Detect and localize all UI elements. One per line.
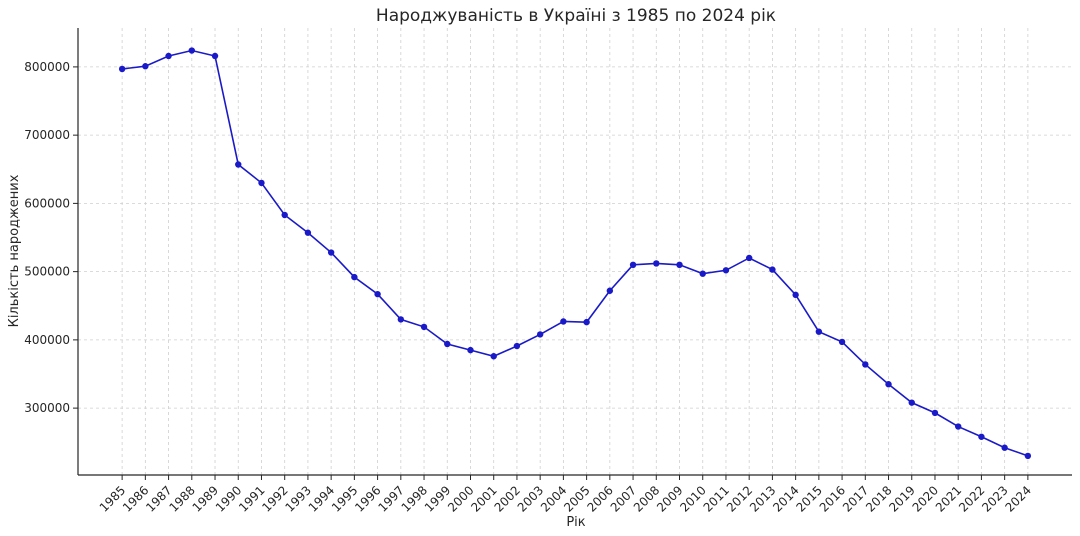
x-tick-label: 2021 <box>933 483 964 514</box>
x-tick-label: 2020 <box>910 483 941 514</box>
data-point <box>769 266 776 273</box>
x-tick-label: 1994 <box>306 483 337 514</box>
data-point <box>1001 444 1008 451</box>
data-point <box>351 273 358 281</box>
data-point <box>699 270 706 277</box>
data-point <box>513 342 521 350</box>
x-tick-label: 2016 <box>817 483 848 514</box>
y-tick-label: 700000 <box>24 128 70 142</box>
series <box>118 47 1032 460</box>
x-tick-label: 1990 <box>213 483 244 514</box>
data-point <box>745 254 753 262</box>
series-line <box>122 49 1029 457</box>
x-tick-label: 1987 <box>143 483 174 514</box>
y-tick-label: 500000 <box>24 265 70 279</box>
data-point <box>583 318 590 326</box>
grid <box>78 28 1072 475</box>
x-tick-label: 2001 <box>468 483 499 514</box>
x-tick-label: 1997 <box>375 483 406 514</box>
data-point <box>931 409 939 417</box>
data-point <box>629 261 637 269</box>
y-axis-label: Кількість народжених <box>7 174 22 327</box>
x-tick-label: 2023 <box>979 483 1010 514</box>
data-point <box>536 331 544 338</box>
data-point <box>211 52 219 60</box>
data-point <box>815 328 823 335</box>
x-tick-label: 2012 <box>724 483 755 514</box>
data-point <box>467 346 474 354</box>
data-point <box>258 179 265 187</box>
x-axis-label: Рік <box>566 515 585 530</box>
data-point <box>142 63 149 70</box>
x-tick-label: 2007 <box>608 483 639 514</box>
data-point <box>560 318 567 325</box>
x-tick-label: 2018 <box>863 483 894 514</box>
x-tick-label: 2011 <box>701 483 732 514</box>
data-point <box>327 249 335 256</box>
x-tick-label: 2004 <box>538 483 569 514</box>
x-tick-label: 2017 <box>840 483 871 514</box>
x-tick-label: 1992 <box>259 483 290 514</box>
data-point <box>908 399 915 406</box>
data-point <box>304 229 312 236</box>
x-tick-label: 2022 <box>956 483 987 514</box>
data-point <box>606 287 614 294</box>
data-point <box>444 340 451 348</box>
x-tick-label: 2006 <box>584 483 615 514</box>
x-tick-label: 1988 <box>166 483 197 514</box>
x-tick-label: 2024 <box>1002 483 1033 514</box>
x-tick-label: 2014 <box>770 483 801 514</box>
axes <box>77 28 1072 476</box>
x-tick-label: 2009 <box>654 483 685 514</box>
data-point <box>118 65 126 73</box>
x-tick-label: 2019 <box>886 483 917 514</box>
data-point <box>235 161 242 168</box>
data-point <box>978 433 985 440</box>
x-tick-label: 1986 <box>120 483 151 514</box>
data-point <box>653 260 660 267</box>
data-point <box>165 52 172 60</box>
x-tick-label: 1995 <box>329 483 360 514</box>
data-point <box>374 290 381 298</box>
x-tick-label: 2002 <box>492 483 523 514</box>
x-tick-label: 2013 <box>747 483 778 514</box>
x-tick-label: 1999 <box>422 483 453 514</box>
y-axis-ticks: 300000 400000 500000 600000 700000 800000 <box>24 60 78 415</box>
data-point <box>885 381 892 388</box>
x-tick-label: 2008 <box>631 483 662 514</box>
data-point <box>955 423 962 430</box>
x-tick-label: 2010 <box>677 483 708 514</box>
y-tick-label: 600000 <box>24 196 70 210</box>
x-axis-ticks: 1985198619871988198919901991199219931994… <box>97 475 1034 515</box>
data-point <box>1024 452 1032 460</box>
x-tick-label: 1991 <box>236 483 267 514</box>
x-tick-label: 1993 <box>283 483 314 514</box>
data-point <box>188 47 195 54</box>
data-point <box>792 291 799 299</box>
x-tick-label: 1985 <box>97 483 128 514</box>
data-point <box>862 361 869 368</box>
data-point <box>397 316 405 323</box>
x-tick-label: 2015 <box>793 483 824 514</box>
data-point <box>420 323 428 331</box>
x-tick-label: 2000 <box>445 483 476 514</box>
y-tick-label: 800000 <box>24 60 70 74</box>
x-tick-label: 2003 <box>515 483 546 514</box>
x-tick-label: 1996 <box>352 483 383 514</box>
data-point <box>838 338 846 346</box>
x-tick-label: 1998 <box>399 483 430 514</box>
data-point <box>722 267 730 274</box>
x-tick-label: 2005 <box>561 483 592 514</box>
data-point <box>281 211 288 219</box>
data-point <box>676 261 683 269</box>
chart-title: Народжуваність в Україні з 1985 по 2024 … <box>376 6 776 26</box>
y-tick-label: 300000 <box>24 401 70 415</box>
data-point <box>490 353 497 360</box>
y-tick-label: 400000 <box>24 333 70 347</box>
x-tick-label: 1989 <box>190 483 221 514</box>
